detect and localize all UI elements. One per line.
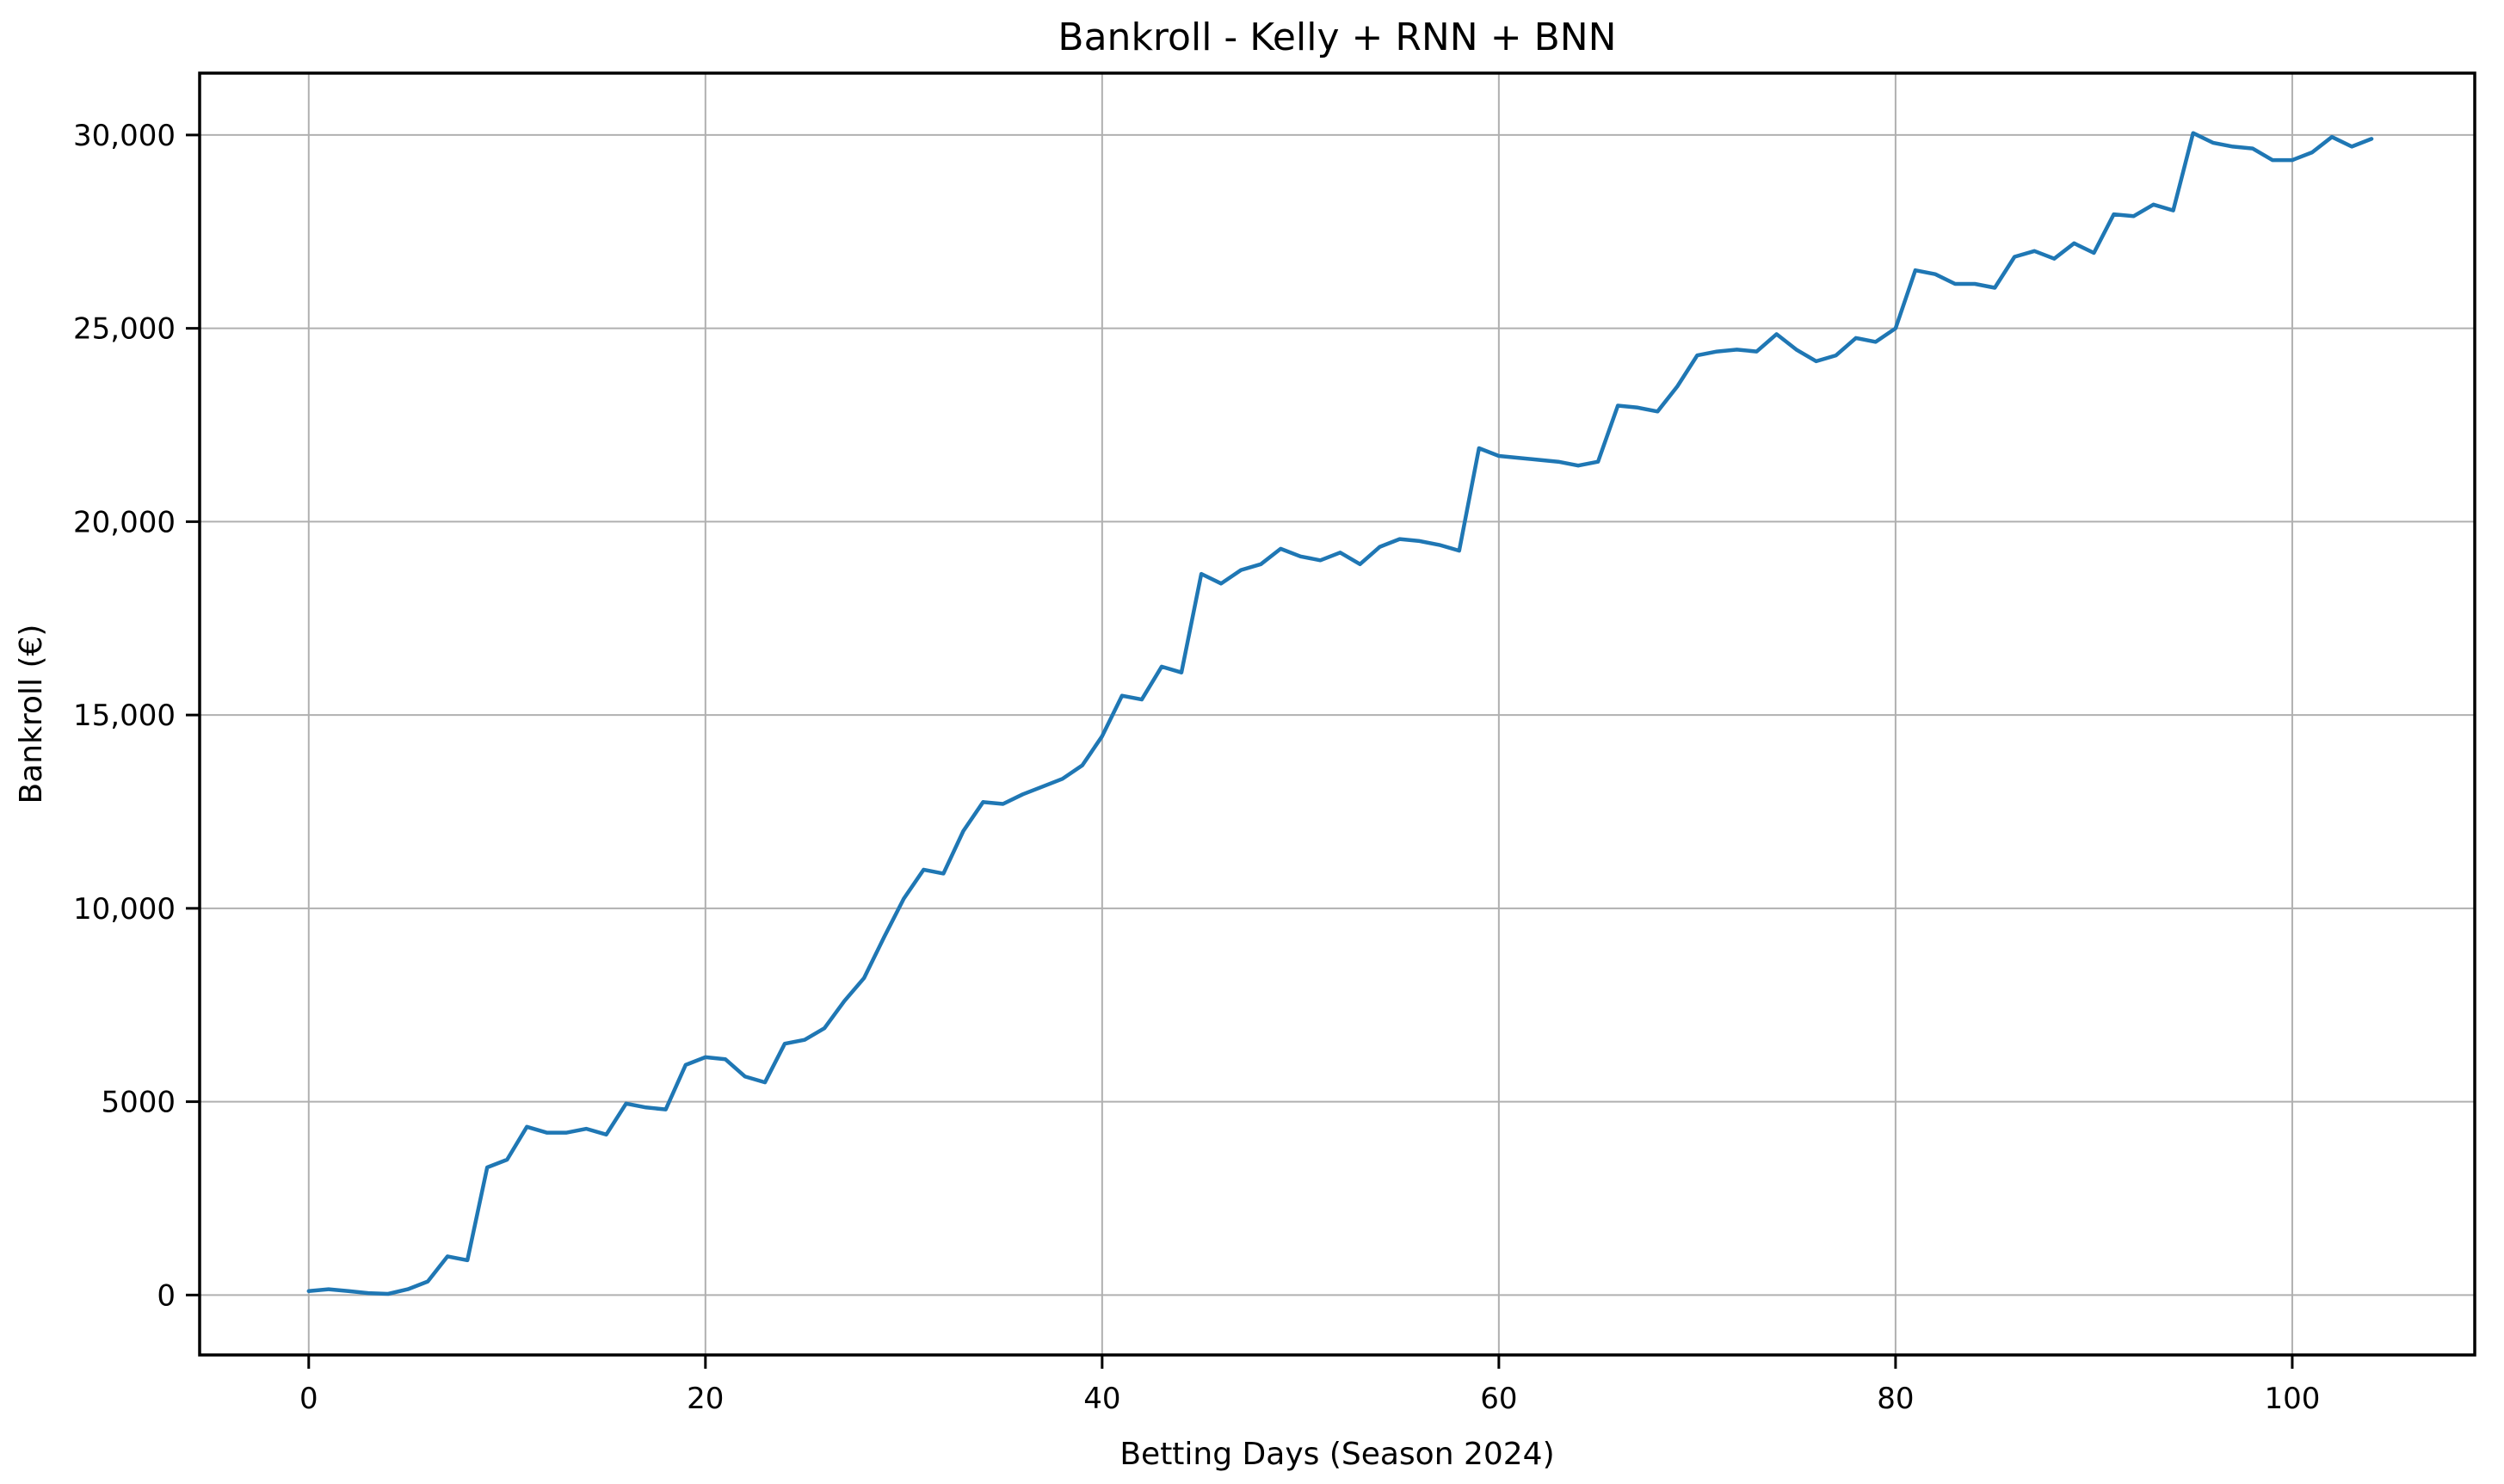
y-axis-label: Bankroll (€) xyxy=(14,625,49,804)
y-tick-label: 5000 xyxy=(101,1086,176,1120)
x-tick-label: 20 xyxy=(687,1382,724,1416)
x-tick-label: 80 xyxy=(1877,1382,1914,1416)
x-tick-label: 0 xyxy=(299,1382,318,1416)
y-tick-label: 30,000 xyxy=(73,119,176,153)
chart-title: Bankroll - Kelly + RNN + BNN xyxy=(1058,15,1616,59)
axis-ticks: 0 20 40 60 80 100 0 5000 10,000 15,000 20,000 25,00… xyxy=(73,119,2320,1416)
x-tick-label: 60 xyxy=(1480,1382,1517,1416)
series-layer xyxy=(306,131,2374,1296)
bankroll-line xyxy=(306,131,2374,1296)
y-tick-label: 0 xyxy=(157,1278,176,1313)
y-tick-label: 25,000 xyxy=(73,312,176,347)
x-axis-label: Betting Days (Season 2024) xyxy=(1119,1437,1554,1472)
plot-border xyxy=(198,71,2476,1357)
y-tick-label: 10,000 xyxy=(73,892,176,927)
y-tick-label: 15,000 xyxy=(73,699,176,733)
axes-spines xyxy=(198,71,2476,1357)
x-tick-label: 40 xyxy=(1083,1382,1120,1416)
gridlines xyxy=(200,73,2475,1355)
y-tick-label: 20,000 xyxy=(73,505,176,539)
x-tick-label: 100 xyxy=(2264,1382,2320,1416)
